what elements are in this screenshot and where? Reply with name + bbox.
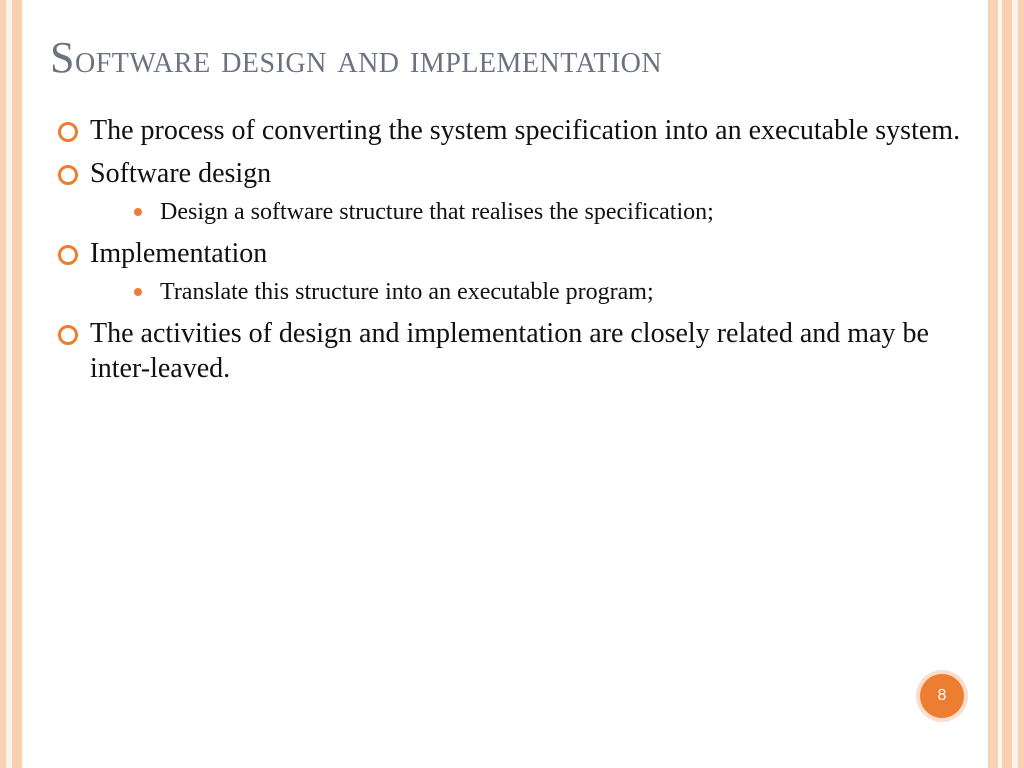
bullet-list: The process of converting the system spe… bbox=[50, 113, 964, 386]
bullet-text: Software design bbox=[90, 158, 271, 189]
right-border-stripe bbox=[1018, 0, 1024, 768]
page-number-badge: 8 bbox=[920, 674, 964, 718]
slide-title: Software design and implementation bbox=[50, 30, 964, 85]
list-item: Design a software structure that realise… bbox=[90, 197, 964, 228]
list-item: The process of converting the system spe… bbox=[50, 113, 964, 148]
page-number: 8 bbox=[938, 687, 947, 705]
right-border-stripe bbox=[988, 0, 998, 768]
sub-bullet-list: Translate this structure into an executa… bbox=[90, 277, 964, 308]
bullet-text: Translate this structure into an executa… bbox=[160, 279, 654, 305]
right-border-stripe bbox=[1012, 0, 1018, 768]
list-item: The activities of design and implementat… bbox=[50, 316, 964, 386]
bullet-text: The activities of design and implementat… bbox=[90, 318, 929, 384]
bullet-text: Design a software structure that realise… bbox=[160, 199, 714, 225]
sub-bullet-list: Design a software structure that realise… bbox=[90, 197, 964, 228]
bullet-text: The process of converting the system spe… bbox=[90, 115, 960, 146]
right-border-stripe bbox=[1002, 0, 1012, 768]
list-item: Software design Design a software struct… bbox=[50, 156, 964, 228]
right-border-stripe bbox=[998, 0, 1002, 768]
slide-content: Software design and implementation The p… bbox=[50, 30, 964, 748]
list-item: Translate this structure into an executa… bbox=[90, 277, 964, 308]
bullet-text: Implementation bbox=[90, 238, 267, 269]
left-border-stripe bbox=[12, 0, 22, 768]
list-item: Implementation Translate this structure … bbox=[50, 236, 964, 308]
